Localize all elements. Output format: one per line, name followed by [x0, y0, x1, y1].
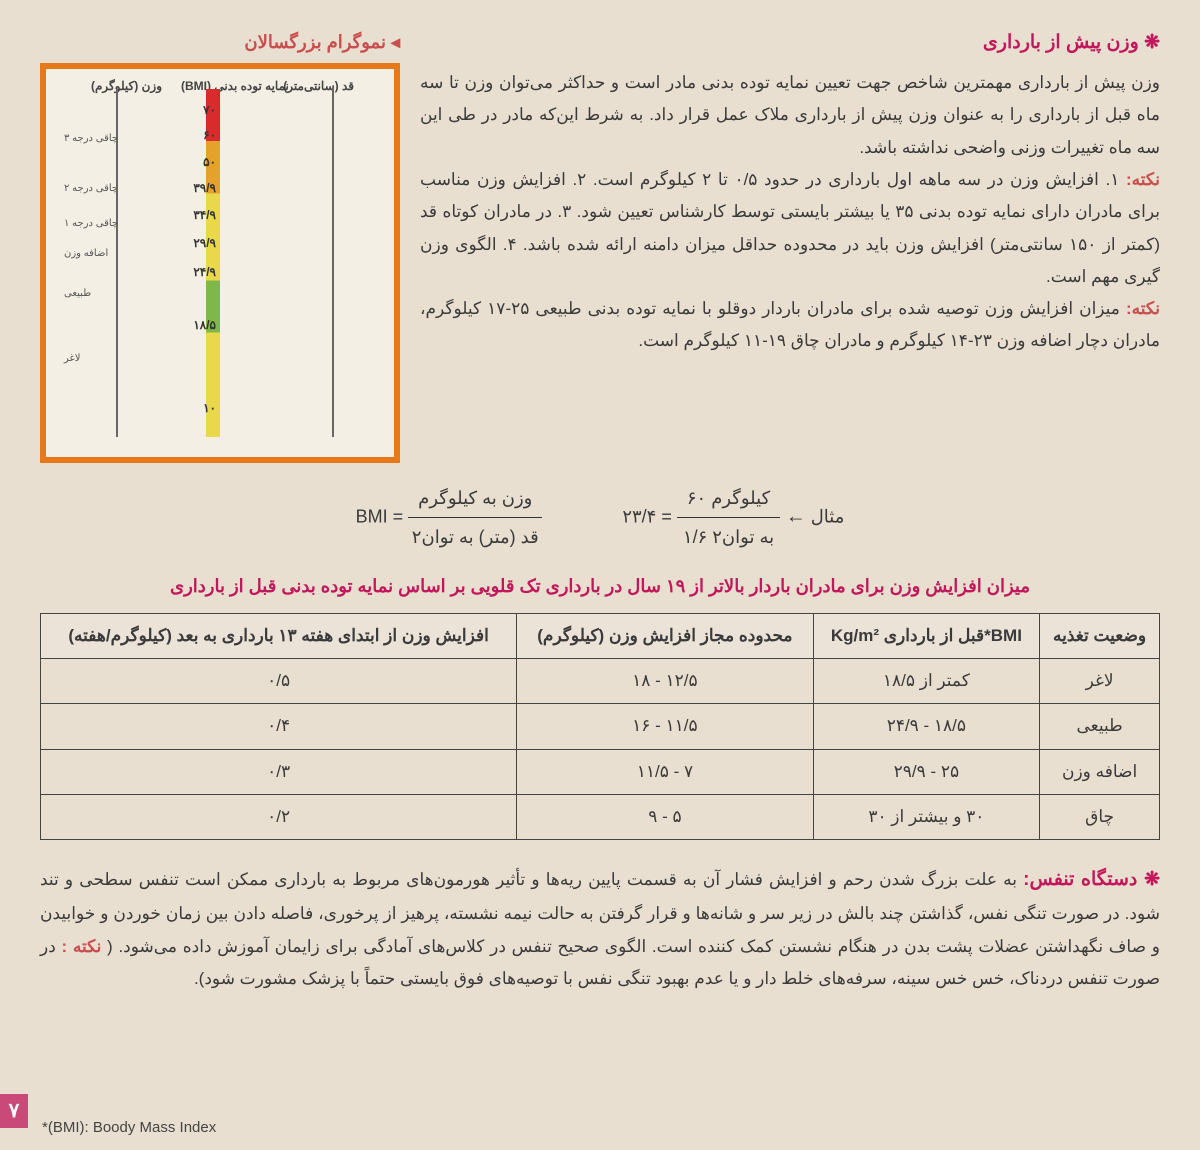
table-header: افزایش وزن از ابتدای هفته ۱۳ بارداری به … — [41, 613, 517, 658]
bmi-fraction: وزن به کیلوگرم قد (متر) به توان۲ — [408, 481, 542, 554]
bmi-category: لاغر — [64, 349, 80, 368]
bmi-category: چاقی درجه ۱ — [64, 214, 118, 233]
frac-num1: وزن به کیلوگرم — [408, 481, 542, 518]
bmi-value: ۳۴/۹ — [193, 204, 216, 227]
bmi-value: ۷۰ — [203, 99, 216, 122]
table-header: BMI*قبل از بارداری Kg/m² — [813, 613, 1040, 658]
bmi-category: طبیعی — [64, 284, 91, 303]
arrow-lbl: مثال — [811, 507, 845, 527]
example-fraction: ۶۰ کیلوگرم ۱/۶ به توان۲ — [677, 481, 780, 554]
bmi-value: ۲۹/۹ — [193, 232, 216, 255]
table-header: محدوده مجاز افزایش وزن (کیلوگرم) — [517, 613, 813, 658]
table-cell: ۰/۳ — [41, 749, 517, 794]
table-cell: ۰/۲ — [41, 794, 517, 839]
table-cell: ۱۱/۵ - ۱۶ — [517, 704, 813, 749]
bmi-value: ۵۰ — [203, 151, 216, 174]
table-row: طبیعی۱۸/۵ - ۲۴/۹۱۱/۵ - ۱۶۰/۴ — [41, 704, 1160, 749]
bmi-axis-title: نمایه توده بدنی (BMI) — [181, 75, 289, 98]
bmi-category: چاقی درجه ۳ — [64, 129, 118, 148]
bmi-value: ۱۸/۵ — [193, 314, 216, 337]
section2-note-label: نکته : — [62, 937, 102, 956]
table-cell: ۰/۵ — [41, 659, 517, 704]
section1-title: وزن پیش از بارداری — [420, 25, 1160, 61]
height-axis-title: قد (سانتی‌متر) — [283, 75, 354, 98]
bmi-eq: BMI = — [356, 507, 404, 527]
bmi-value: ۲۴/۹ — [193, 261, 216, 284]
bmi-category: اضافه وزن — [64, 244, 108, 263]
top-row: وزن پیش از بارداری وزن پیش از بارداری مه… — [40, 25, 1160, 463]
p2: ۱. افزایش وزن در سه ماهه اول بارداری در … — [420, 170, 1160, 286]
bmi-value: ۶۰ — [203, 124, 216, 147]
main-text-column: وزن پیش از بارداری وزن پیش از بارداری مه… — [420, 25, 1160, 463]
bmi-formula-row: BMI = وزن به کیلوگرم قد (متر) به توان۲ م… — [40, 481, 1160, 554]
table-header-row: وضعیت تغذیهBMI*قبل از بارداری Kg/m²محدود… — [41, 613, 1160, 658]
p1: وزن پیش از بارداری مهمترین شاخص جهت تعیی… — [420, 73, 1160, 157]
table-header: وضعیت تغذیه — [1040, 613, 1160, 658]
table-body: لاغرکمتر از ۱۸/۵۱۲/۵ - ۱۸۰/۵طبیعی۱۸/۵ - … — [41, 659, 1160, 840]
frac-den2: ۱/۶ به توان۲ — [683, 518, 774, 554]
table-cell: طبیعی — [1040, 704, 1160, 749]
frac-den1: قد (متر) به توان۲ — [412, 518, 539, 554]
nomogram-chart: قد (سانتی‌متر) وزن (کیلوگرم) نمایه توده … — [40, 63, 400, 463]
bmi-value: ۱۰ — [203, 397, 216, 420]
note1-label: نکته: — [1126, 170, 1160, 189]
frac-num2: ۶۰ کیلوگرم — [677, 481, 780, 518]
table-cell: اضافه وزن — [1040, 749, 1160, 794]
nomogram-column: نموگرام بزرگسالان قد (سانتی‌متر) وزن (کی… — [40, 25, 400, 463]
example-part: مثال ← ۶۰ کیلوگرم ۱/۶ به توان۲ = ۲۳/۴ — [622, 481, 844, 554]
table-title: میزان افزایش وزن برای مادران باردار بالا… — [40, 569, 1160, 603]
table-cell: ۱۸/۵ - ۲۴/۹ — [813, 704, 1040, 749]
section2: دستگاه تنفس: به علت بزرگ شدن رحم و افزای… — [40, 862, 1160, 995]
table-cell: ۱۲/۵ - ۱۸ — [517, 659, 813, 704]
p3: میزان افزایش وزن توصیه شده برای مادران ب… — [420, 299, 1160, 350]
bmi-category: چاقی درجه ۲ — [64, 179, 118, 198]
result: = ۲۳/۴ — [622, 507, 672, 527]
weight-gain-table: وضعیت تغذیهBMI*قبل از بارداری Kg/m²محدود… — [40, 613, 1160, 840]
table-row: لاغرکمتر از ۱۸/۵۱۲/۵ - ۱۸۰/۵ — [41, 659, 1160, 704]
note2-label: نکته: — [1126, 299, 1160, 318]
nomogram-caption: نموگرام بزرگسالان — [40, 25, 400, 59]
height-scale — [332, 89, 334, 437]
table-cell: ۲۵ - ۲۹/۹ — [813, 749, 1040, 794]
table-row: اضافه وزن۲۵ - ۲۹/۹۷ - ۱۱/۵۰/۳ — [41, 749, 1160, 794]
table-row: چاق۳۰ و بیشتر از ۳۰۵ - ۹۰/۲ — [41, 794, 1160, 839]
footnote: *(BMI): Boody Mass Index — [42, 1114, 216, 1143]
table-cell: ۳۰ و بیشتر از ۳۰ — [813, 794, 1040, 839]
weight-axis-title: وزن (کیلوگرم) — [91, 75, 162, 98]
section2-title: دستگاه تنفس: — [1023, 869, 1160, 890]
page-number: ۷ — [0, 1094, 28, 1128]
section1-body: وزن پیش از بارداری مهمترین شاخص جهت تعیی… — [420, 67, 1160, 358]
table-cell: کمتر از ۱۸/۵ — [813, 659, 1040, 704]
table-cell: چاق — [1040, 794, 1160, 839]
table-cell: ۷ - ۱۱/۵ — [517, 749, 813, 794]
bmi-value: ۳۹/۹ — [193, 177, 216, 200]
table-cell: لاغر — [1040, 659, 1160, 704]
table-cell: ۰/۴ — [41, 704, 517, 749]
formula-part: BMI = وزن به کیلوگرم قد (متر) به توان۲ — [356, 481, 543, 554]
section2-body: به علت بزرگ شدن رحم و افزایش فشار آن به … — [40, 870, 1160, 955]
table-cell: ۵ - ۹ — [517, 794, 813, 839]
arrow-icon: ← — [780, 506, 806, 528]
